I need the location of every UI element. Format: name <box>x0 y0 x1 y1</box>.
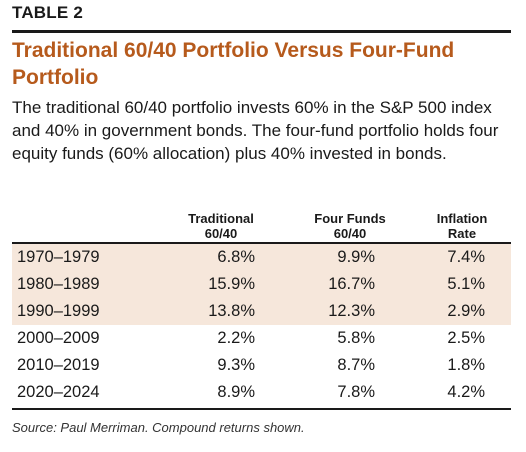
header-four-funds: Four Funds 60/40 <box>314 211 386 241</box>
traditional-cell: 2.2% <box>217 329 255 347</box>
title-line-1: Traditional 60/40 Portfolio Versus Four-… <box>12 39 455 62</box>
table-row: 1980–1989 15.9% 16.7% 5.1% <box>12 271 511 298</box>
table-body: 1970–1979 6.8% 9.9% 7.4% 1980–1989 15.9% 16.7%… <box>12 244 511 406</box>
four-funds-cell: 5.8% <box>337 329 375 347</box>
traditional-cell: 9.3% <box>217 356 255 374</box>
table-header: Traditional 60/40 Four Funds 60/40 Inflati… <box>12 206 511 242</box>
four-funds-cell: 9.9% <box>337 248 375 266</box>
top-rule <box>12 30 511 33</box>
source-note: Source: Paul Merriman. Compound returns … <box>12 420 305 435</box>
four-funds-cell: 7.8% <box>337 383 375 401</box>
inflation-cell: 1.8% <box>447 356 485 374</box>
four-funds-cell: 8.7% <box>337 356 375 374</box>
traditional-cell: 6.8% <box>217 248 255 266</box>
bottom-rule <box>12 408 511 410</box>
inflation-cell: 2.5% <box>447 329 485 347</box>
returns-table: Traditional 60/40 Four Funds 60/40 Inflati… <box>12 206 511 410</box>
period-cell: 2010–2019 <box>17 356 100 374</box>
header-inflation: Inflation Rate <box>436 211 488 241</box>
period-cell: 1990–1999 <box>17 302 100 320</box>
table-label: TABLE 2 <box>12 3 83 22</box>
period-cell: 2020–2024 <box>17 383 100 401</box>
traditional-cell: 13.8% <box>208 302 255 320</box>
inflation-cell: 2.9% <box>447 302 485 320</box>
intro-text: The traditional 60/40 portfolio invests … <box>12 98 499 163</box>
table-row: 2020–2024 8.9% 7.8% 4.2% <box>12 379 511 406</box>
header-traditional: Traditional 60/40 <box>188 211 254 241</box>
four-funds-cell: 16.7% <box>328 275 375 293</box>
inflation-cell: 7.4% <box>447 248 485 266</box>
table-row: 1970–1979 6.8% 9.9% 7.4% <box>12 244 511 271</box>
table-row: 2000–2009 2.2% 5.8% 2.5% <box>12 325 511 352</box>
inflation-cell: 4.2% <box>447 383 485 401</box>
header-rule <box>12 242 511 244</box>
period-cell: 1980–1989 <box>17 275 100 293</box>
period-cell: 2000–2009 <box>17 329 100 347</box>
traditional-cell: 15.9% <box>208 275 255 293</box>
four-funds-cell: 12.3% <box>328 302 375 320</box>
table-title: Traditional 60/40 Portfolio Versus Four-… <box>12 37 512 91</box>
inflation-cell: 5.1% <box>447 275 485 293</box>
title-line-2: Portfolio <box>12 66 99 89</box>
table-row: 2010–2019 9.3% 8.7% 1.8% <box>12 352 511 379</box>
traditional-cell: 8.9% <box>217 383 255 401</box>
table-row: 1990–1999 13.8% 12.3% 2.9% <box>12 298 511 325</box>
period-cell: 1970–1979 <box>17 248 100 266</box>
